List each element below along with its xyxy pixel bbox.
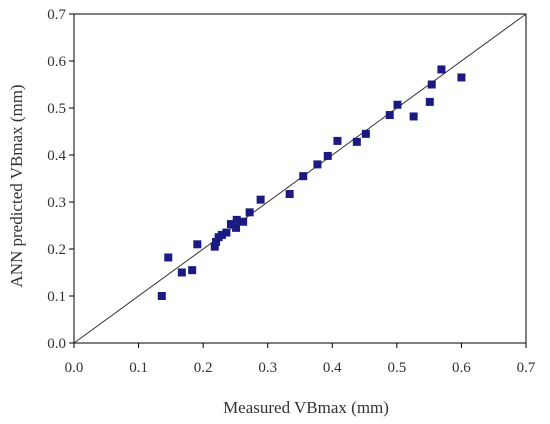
x-axis: 0.0 0.1 0.2 0.3 0.4 0.5 0.6 0.7 — [65, 343, 536, 376]
data-point — [457, 73, 466, 82]
data-point — [212, 237, 221, 246]
data-point — [239, 217, 248, 226]
data-point — [333, 136, 342, 145]
data-point — [226, 220, 235, 229]
y-tick-label: 0.7 — [47, 7, 66, 23]
y-tick-label: 0.3 — [47, 195, 66, 211]
x-tick-label: 0.6 — [452, 360, 471, 376]
x-tick-label: 0.1 — [129, 360, 148, 376]
data-point — [157, 292, 166, 300]
y-axis: 0.0 0.1 0.2 0.3 0.4 0.5 0.6 0.7 — [47, 7, 74, 352]
data-point — [188, 266, 197, 275]
data-point — [361, 129, 370, 138]
data-point — [210, 242, 219, 251]
data-point — [385, 111, 394, 120]
y-tick-label: 0.5 — [47, 101, 66, 117]
data-point — [232, 223, 241, 232]
data-point — [193, 240, 202, 249]
plot-area — [73, 13, 527, 344]
data-point — [352, 137, 361, 146]
data-point — [217, 230, 226, 239]
y-tick-label: 0.4 — [47, 148, 66, 164]
data-point — [323, 151, 332, 160]
plot-border — [73, 13, 527, 344]
y-tick-label: 0.0 — [47, 336, 66, 352]
data-points — [157, 65, 466, 300]
y-tick-label: 0.1 — [47, 289, 66, 305]
y-tick-label: 0.2 — [47, 242, 66, 258]
data-point — [222, 228, 231, 237]
data-point — [164, 253, 173, 262]
x-tick-label: 0.7 — [517, 360, 536, 376]
data-point — [245, 208, 254, 217]
data-point — [393, 100, 402, 109]
data-point — [177, 268, 186, 277]
x-tick-label: 0.2 — [194, 360, 213, 376]
data-point — [425, 97, 434, 106]
data-point — [299, 172, 308, 181]
data-point — [256, 195, 265, 204]
data-point — [409, 112, 418, 121]
x-tick-label: 0.5 — [387, 360, 406, 376]
data-point — [232, 215, 241, 224]
x-axis-label: Measured VBmax (mm) — [223, 398, 389, 417]
data-point — [427, 80, 436, 89]
y-axis-label: ANN predicted VBmax (mm) — [7, 84, 26, 287]
x-tick-label: 0.0 — [65, 360, 84, 376]
data-point — [313, 160, 322, 169]
x-tick-label: 0.4 — [323, 360, 342, 376]
y-tick-label: 0.6 — [47, 54, 66, 70]
data-point — [437, 65, 446, 74]
data-point — [285, 190, 294, 199]
x-tick-label: 0.3 — [258, 360, 277, 376]
